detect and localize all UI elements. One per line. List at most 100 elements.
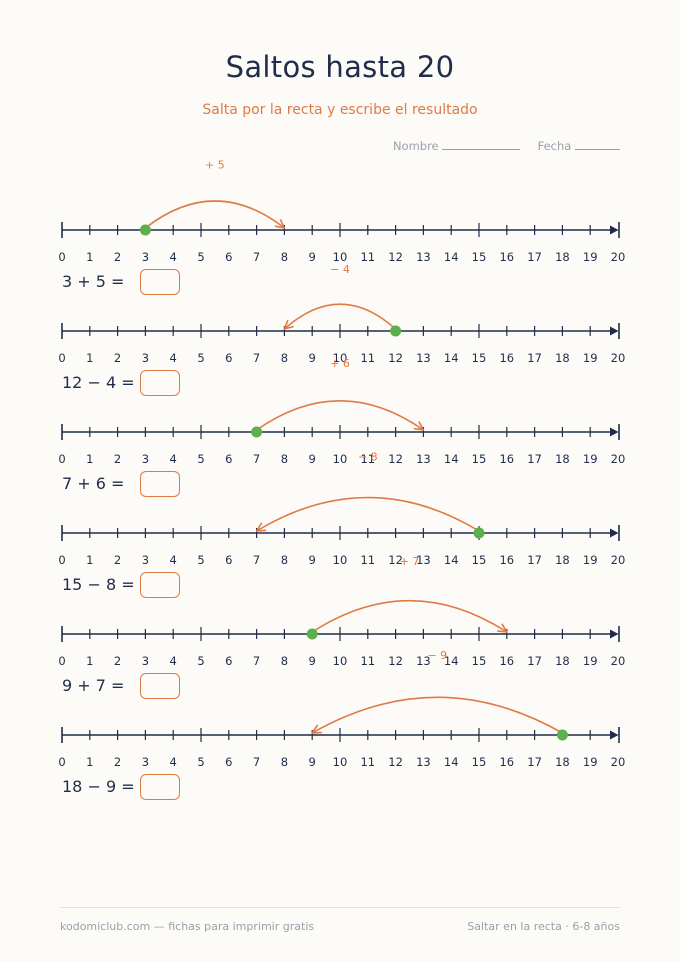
tick-label-2: 2	[114, 654, 121, 668]
tick-label-7: 7	[253, 654, 260, 668]
axis-arrow	[610, 427, 619, 437]
date-blank	[575, 139, 620, 150]
tick-label-11: 11	[360, 452, 375, 466]
tick-label-17: 17	[527, 654, 542, 668]
tick-label-1: 1	[86, 654, 93, 668]
tick-label-10: 10	[333, 654, 348, 668]
name-label: Nombre	[392, 139, 439, 153]
tick-label-13: 13	[416, 250, 431, 264]
equation: 7 + 6 =	[62, 474, 125, 493]
answer-box[interactable]	[140, 370, 180, 396]
tick-label-18: 18	[555, 755, 570, 769]
tick-label-2: 2	[114, 250, 121, 264]
equation: 15 − 8 =	[62, 575, 135, 594]
tick-label-3: 3	[142, 250, 149, 264]
jump-arrow	[413, 421, 425, 431]
tick-label-15: 15	[472, 351, 487, 365]
start-dot	[556, 729, 568, 741]
tick-label-18: 18	[555, 553, 570, 567]
tick-label-12: 12	[388, 250, 403, 264]
tick-label-11: 11	[360, 755, 375, 769]
start-dot	[473, 527, 485, 539]
tick-label-6: 6	[225, 553, 232, 567]
answer-box[interactable]	[140, 673, 180, 699]
tick-label-4: 4	[170, 654, 177, 668]
jump-arc	[144, 200, 285, 229]
tick-label-11: 11	[360, 553, 375, 567]
axis-arrow	[610, 629, 619, 639]
tick-label-14: 14	[444, 452, 459, 466]
tick-label-9: 9	[309, 755, 316, 769]
axis-arrow	[610, 528, 619, 538]
axis-arrow	[610, 730, 619, 740]
tick-label-0: 0	[58, 654, 65, 668]
start-dot	[251, 426, 263, 438]
footer-site: kodomiclub.com — fichas para imprimir gr…	[60, 920, 315, 933]
tick-label-7: 7	[253, 351, 260, 365]
jump-arc	[256, 496, 480, 532]
tick-label-15: 15	[472, 553, 487, 567]
tick-label-6: 6	[225, 351, 232, 365]
jump-arrow	[255, 522, 267, 532]
tick-label-12: 12	[388, 755, 403, 769]
tick-label-19: 19	[583, 755, 598, 769]
name-blank	[442, 139, 521, 150]
tick-label-18: 18	[555, 351, 570, 365]
number-line: 0 1 2 3 4 5 6 7 8 9 10 11 12 13 14 15 16 17 18 19 20− 9	[58, 649, 625, 769]
jump-label: − 4	[330, 263, 350, 276]
tick-label-0: 0	[58, 351, 65, 365]
tick-label-19: 19	[583, 351, 598, 365]
tick-label-10: 10	[333, 351, 348, 365]
start-dot	[306, 628, 318, 640]
tick-label-20: 20	[611, 250, 626, 264]
axis-arrow	[610, 225, 619, 235]
exercise-2: 0 1 2 3 4 5 6 7 8 9 10 11 12 13 14 15 16 17 18 19 20− 4 12 − …	[0, 203, 680, 396]
tick-label-0: 0	[58, 553, 65, 567]
tick-label-11: 11	[360, 351, 375, 365]
tick-label-2: 2	[114, 452, 121, 466]
tick-label-3: 3	[142, 654, 149, 668]
answer-box[interactable]	[140, 774, 180, 800]
tick-label-8: 8	[281, 553, 288, 567]
jump-arc	[311, 696, 563, 734]
tick-label-6: 6	[225, 755, 232, 769]
answer-box[interactable]	[140, 471, 180, 497]
tick-label-19: 19	[583, 250, 598, 264]
tick-label-19: 19	[583, 452, 598, 466]
tick-label-15: 15	[472, 654, 487, 668]
tick-label-1: 1	[86, 452, 93, 466]
jump-arrow	[497, 623, 508, 633]
answer-box[interactable]	[140, 269, 180, 295]
tick-label-4: 4	[170, 351, 177, 365]
tick-label-4: 4	[170, 553, 177, 567]
tick-label-14: 14	[444, 351, 459, 365]
tick-label-11: 11	[360, 654, 375, 668]
tick-label-4: 4	[170, 755, 177, 769]
tick-label-15: 15	[472, 452, 487, 466]
tick-label-5: 5	[197, 755, 204, 769]
tick-label-3: 3	[142, 351, 149, 365]
start-dot	[139, 224, 151, 236]
jump-label: − 9	[427, 649, 447, 662]
tick-label-18: 18	[555, 452, 570, 466]
tick-label-10: 10	[333, 452, 348, 466]
tick-label-1: 1	[86, 755, 93, 769]
tick-label-16: 16	[499, 250, 514, 264]
answer-box[interactable]	[140, 572, 180, 598]
number-line: 0 1 2 3 4 5 6 7 8 9 10 11 12 13 14 15 16 17 18 19 20− 8	[58, 450, 625, 567]
tick-label-12: 12	[388, 553, 403, 567]
number-line: 0 1 2 3 4 5 6 7 8 9 10 11 12 13 14 15 16 17 18 19 20+ 5	[58, 158, 626, 264]
tick-label-7: 7	[253, 250, 260, 264]
tick-label-7: 7	[253, 452, 260, 466]
jump-label: + 6	[330, 357, 350, 370]
tick-label-13: 13	[416, 553, 431, 567]
tick-label-9: 9	[309, 452, 316, 466]
number-line: 0 1 2 3 4 5 6 7 8 9 10 11 12 13 14 15 16 17 18 19 20− 4	[58, 263, 625, 365]
tick-label-9: 9	[309, 250, 316, 264]
jump-label: − 8	[358, 450, 378, 463]
exercise-4: 0 1 2 3 4 5 6 7 8 9 10 11 12 13 14 15 16 17 18 19 20− 8 15 − …	[0, 405, 680, 598]
